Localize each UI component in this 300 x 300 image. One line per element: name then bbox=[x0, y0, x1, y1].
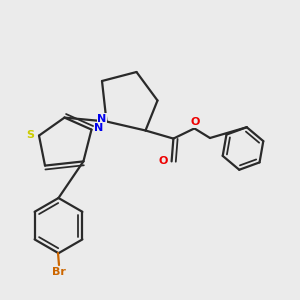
Text: O: O bbox=[190, 117, 200, 128]
Text: S: S bbox=[26, 130, 34, 140]
Text: N: N bbox=[94, 123, 103, 133]
Text: N: N bbox=[98, 113, 106, 124]
Text: O: O bbox=[158, 156, 168, 167]
Text: Br: Br bbox=[52, 267, 65, 277]
